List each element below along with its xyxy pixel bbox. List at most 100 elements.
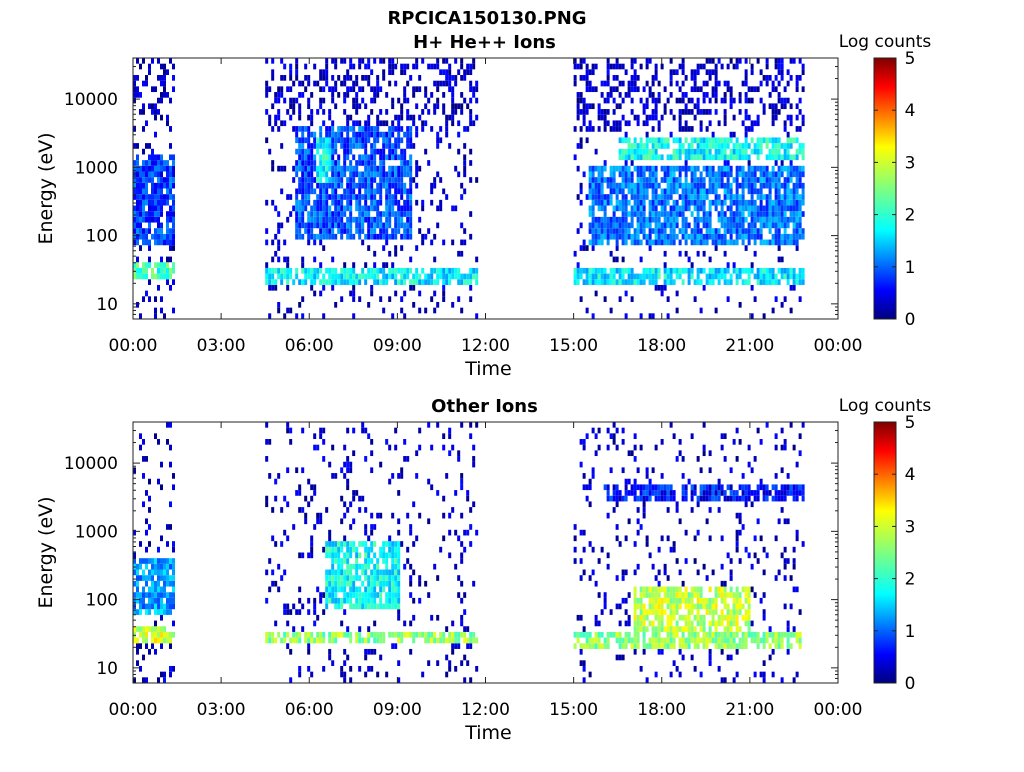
spectrogram-cell [661, 115, 664, 121]
spectrogram-cell [469, 109, 472, 115]
spectrogram-cell [652, 228, 655, 234]
spectrogram-cell [172, 268, 175, 274]
spectrogram-cell [469, 279, 472, 285]
spectrogram-cell [406, 137, 409, 143]
spectrogram-cell [625, 535, 628, 541]
spectrogram-cell [346, 467, 349, 473]
spectrogram-cell [139, 643, 142, 649]
spectrogram-cell [652, 598, 655, 604]
spectrogram-cell [370, 109, 373, 115]
spectrogram-cell [592, 638, 595, 644]
spectrogram-cell [643, 234, 646, 240]
spectrogram-cell [715, 69, 718, 75]
spectrogram-cell [613, 257, 616, 263]
spectrogram-cell [775, 75, 778, 81]
spectrogram-cell [799, 143, 802, 149]
spectrogram-cell [763, 171, 766, 177]
spectrogram-cell [406, 513, 409, 519]
spectrogram-cell [754, 120, 757, 126]
spectrogram-cell [385, 120, 388, 126]
spectrogram-cell [331, 75, 334, 81]
spectrogram-cell [673, 171, 676, 177]
spectrogram-cell [397, 609, 400, 615]
spectrogram-cell [385, 189, 388, 195]
spectrogram-cell [310, 132, 313, 138]
spectrogram-cell [352, 132, 355, 138]
spectrogram-cell [679, 149, 682, 155]
spectrogram-cell [316, 632, 319, 638]
spectrogram-cell [664, 143, 667, 149]
spectrogram-cell [301, 137, 304, 143]
spectrogram-cell [142, 206, 145, 212]
spectrogram-cell [589, 171, 592, 177]
spectrogram-cell [688, 604, 691, 610]
spectrogram-cell [739, 92, 742, 98]
spectrogram-cell [166, 279, 169, 285]
spectrogram-cell [430, 274, 433, 280]
spectrogram-cell [745, 126, 748, 132]
spectrogram-cell [637, 632, 640, 638]
spectrogram-cell [634, 154, 637, 160]
spectrogram-cell [637, 223, 640, 229]
spectrogram-cell [325, 587, 328, 593]
spectrogram-cell [376, 120, 379, 126]
spectrogram-cell [784, 228, 787, 234]
spectrogram-cell [394, 115, 397, 121]
spectrogram-cell [673, 643, 676, 649]
spectrogram-cell [721, 200, 724, 206]
spectrogram-cell [748, 234, 751, 240]
spectrogram-cell [715, 171, 718, 177]
spectrogram-cell [616, 234, 619, 240]
spectrogram-cell [154, 154, 157, 160]
spectrogram-cell [340, 200, 343, 206]
spectrogram-cell [682, 223, 685, 229]
spectrogram-cell [649, 638, 652, 644]
spectrogram-cell [388, 575, 391, 581]
spectrogram-cell [169, 274, 172, 280]
spectrogram-cell [613, 120, 616, 126]
spectrogram-cell [436, 279, 439, 285]
spectrogram-cell [598, 183, 601, 189]
spectrogram-cell [619, 137, 622, 143]
colorbar-tick-label: 2 [905, 206, 916, 226]
spectrogram-cell [145, 143, 148, 149]
spectrogram-cell [154, 313, 157, 319]
spectrogram-cell [157, 223, 160, 229]
spectrogram-cell [586, 137, 589, 143]
spectrogram-cell [802, 115, 805, 121]
spectrogram-cell [292, 524, 295, 530]
spectrogram-cell [703, 206, 706, 212]
spectrogram-cell [394, 81, 397, 87]
spectrogram-cell [703, 81, 706, 87]
spectrogram-cell [763, 206, 766, 212]
spectrogram-cell [622, 234, 625, 240]
spectrogram-cell [169, 189, 172, 195]
spectrogram-cell [382, 211, 385, 217]
spectrogram-cell [709, 621, 712, 627]
spectrogram-cell [460, 251, 463, 257]
spectrogram-cell [163, 558, 166, 564]
spectrogram-cell [409, 166, 412, 172]
spectrogram-cell [613, 507, 616, 513]
spectrogram-cell [772, 279, 775, 285]
spectrogram-cell [391, 228, 394, 234]
spectrogram-cell [352, 183, 355, 189]
spectrogram-cell [622, 257, 625, 263]
spectrogram-cell [406, 109, 409, 115]
spectrogram-cell [709, 587, 712, 593]
spectrogram-cell [589, 575, 592, 581]
spectrogram-cell [148, 541, 151, 547]
spectrogram-cell [409, 592, 412, 598]
spectrogram-cell [427, 479, 430, 485]
spectrogram-cell [397, 638, 400, 644]
spectrogram-cell [394, 166, 397, 172]
spectrogram-cell [154, 103, 157, 109]
spectrogram-cell [328, 268, 331, 274]
spectrogram-cell [610, 228, 613, 234]
spectrogram-cell [349, 547, 352, 553]
spectrogram-cell [277, 228, 280, 234]
spectrogram-cell [427, 279, 430, 285]
spectrogram-cell [784, 98, 787, 104]
spectrogram-cell [388, 137, 391, 143]
spectrogram-cell [763, 166, 766, 172]
